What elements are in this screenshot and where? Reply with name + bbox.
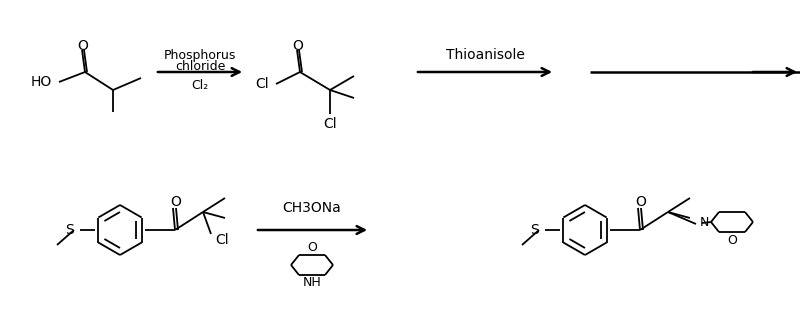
Text: O: O	[78, 39, 89, 53]
Text: NH: NH	[302, 276, 322, 289]
Text: Cl₂: Cl₂	[191, 78, 209, 91]
Text: S: S	[530, 223, 539, 237]
Text: HO: HO	[30, 75, 52, 89]
Text: N: N	[700, 215, 710, 228]
Text: O: O	[727, 234, 737, 246]
Text: O: O	[293, 39, 303, 53]
Text: O: O	[170, 195, 182, 209]
Text: chloride: chloride	[175, 59, 225, 72]
Text: Cl: Cl	[215, 233, 229, 247]
Text: Cl: Cl	[255, 77, 269, 91]
Text: O: O	[307, 241, 317, 254]
Text: CH3ONa: CH3ONa	[282, 201, 342, 215]
Text: Phosphorus: Phosphorus	[164, 48, 236, 61]
Text: O: O	[635, 195, 646, 209]
Text: S: S	[66, 223, 74, 237]
Text: Cl: Cl	[323, 117, 337, 131]
Text: Thioanisole: Thioanisole	[446, 48, 525, 62]
